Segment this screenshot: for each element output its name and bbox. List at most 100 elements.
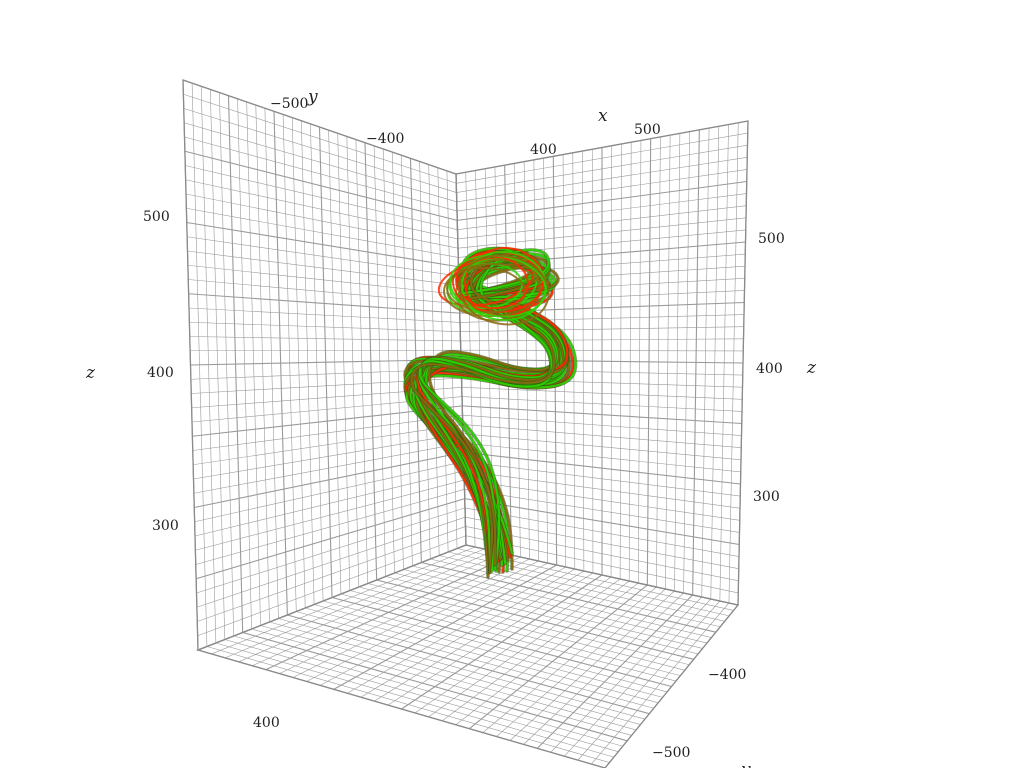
grid-line: [193, 433, 464, 480]
grid-line: [188, 307, 461, 323]
grid-line: [577, 600, 721, 761]
streamline-loop: [458, 254, 550, 326]
grid-line: [279, 556, 521, 674]
grid-line: [456, 132, 748, 184]
grid-line: [185, 193, 459, 249]
grid-line: [374, 570, 585, 702]
grid-line: [460, 349, 744, 352]
grid-line: [194, 470, 465, 537]
grid-line: [414, 576, 612, 714]
grid-line: [183, 108, 457, 193]
grid-line: [187, 250, 460, 286]
grid-line: [306, 560, 539, 682]
grid-line: [319, 562, 548, 686]
z-tick-left-400: 400: [147, 365, 174, 381]
y-tick-floor-neg500: −500: [652, 745, 690, 761]
grid-line: [468, 584, 648, 730]
grid-line: [238, 550, 494, 663]
grid-line: [464, 498, 740, 546]
grid-line: [461, 387, 743, 400]
y-axis-label-top: y: [307, 87, 318, 107]
grid-line: [523, 592, 684, 745]
grid-line: [211, 546, 476, 655]
grid-line: [401, 574, 603, 710]
x-tick-floor-400: 400: [253, 715, 280, 731]
grid-line: [184, 122, 457, 203]
grid-line: [457, 205, 747, 240]
grid-line: [185, 165, 458, 230]
x-tick-500: 500: [634, 122, 661, 138]
y-axis-label-floor: y: [740, 760, 751, 768]
grid-line: [195, 479, 465, 551]
grid-line: [195, 489, 465, 565]
grid-line: [187, 264, 460, 295]
grid-line: [196, 516, 466, 608]
grid-line: [184, 150, 458, 221]
grid-line: [591, 602, 730, 765]
streamline-tubes: [403, 246, 578, 579]
grid-line: [464, 507, 740, 557]
grid-line: [190, 349, 461, 352]
left-wall-grid: [182, 79, 467, 651]
grid-line: [463, 442, 741, 473]
grid-line: [509, 590, 675, 741]
grid-line: [459, 314, 745, 323]
grid-line: [185, 179, 458, 240]
grid-line: [460, 338, 744, 342]
grid-line: [189, 336, 461, 342]
grid-line: [333, 564, 557, 690]
grid-line: [252, 552, 503, 667]
grid-line: [192, 414, 463, 451]
grid-line: [347, 566, 566, 694]
y-tick-neg400: −400: [366, 131, 404, 147]
grid-line: [462, 414, 742, 436]
grid-line: [463, 461, 741, 497]
y-tick-neg500: −500: [270, 96, 308, 112]
grid-line: [457, 217, 747, 249]
grid-line: [183, 93, 457, 184]
grid-line: [456, 144, 748, 193]
grid-line: [461, 396, 743, 412]
grid-line: [292, 558, 530, 678]
z-tick-left-300: 300: [152, 518, 179, 534]
x-axis-label-top: x: [598, 106, 608, 126]
grid-line: [265, 554, 512, 671]
grid-line: [462, 433, 742, 461]
grid-line: [194, 451, 464, 509]
grid-line: [187, 236, 459, 277]
grid-line: [462, 405, 742, 425]
grid-line: [193, 424, 463, 466]
grid-line: [456, 157, 748, 203]
z-axis-label-left: z: [85, 363, 96, 383]
grid-line: [457, 193, 747, 230]
grid-line: [387, 572, 594, 706]
x-tick-400: 400: [530, 142, 557, 158]
grid-line: [186, 207, 459, 258]
grid-line: [428, 578, 621, 718]
grid-line: [482, 586, 657, 733]
grid-line: [463, 470, 741, 509]
grid-line: [186, 221, 459, 268]
grid-line: [536, 594, 694, 749]
wall-outline: [195, 544, 740, 768]
floor-grid: [195, 544, 740, 768]
z-tick-right-300: 300: [753, 489, 780, 505]
z-axis-label-right: z: [806, 358, 817, 378]
grid-line: [460, 358, 744, 364]
grid-line: [496, 588, 666, 737]
grid-line: [194, 461, 464, 523]
grid-line: [197, 526, 466, 622]
grid-line: [184, 136, 458, 212]
grid-line: [462, 424, 742, 448]
z-tick-left-500: 500: [143, 209, 170, 225]
grid-line: [193, 442, 464, 494]
grid-line: [225, 548, 485, 659]
grid-line: [196, 507, 466, 594]
grid-line: [550, 596, 702, 753]
grid-line: [464, 489, 740, 533]
grid-line: [456, 169, 748, 212]
grid-line: [195, 498, 465, 580]
grid-line: [564, 598, 712, 757]
grid-line: [189, 321, 461, 332]
